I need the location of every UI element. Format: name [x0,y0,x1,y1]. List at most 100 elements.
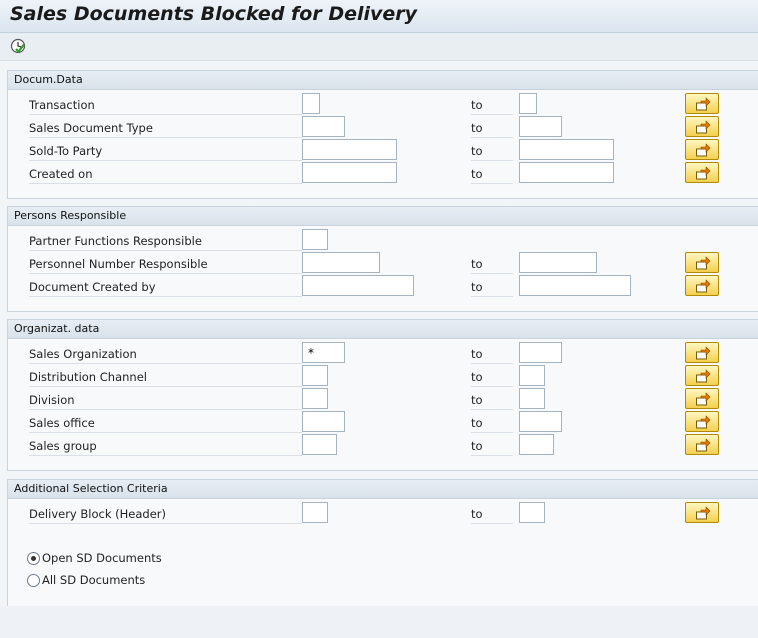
personnel-number-from-input[interactable] [302,252,380,273]
field-label: Transaction [29,96,302,115]
multiple-selection-button[interactable] [685,252,719,273]
sales-group-from-input[interactable] [302,434,337,455]
execute-clock-icon [10,38,26,54]
multiple-selection-arrow-icon [696,256,711,270]
multiple-selection-arrow-icon [696,369,711,383]
multiple-selection-button[interactable] [685,162,719,183]
radio-label: Open SD Documents [42,551,162,565]
sold-to-party-from-input[interactable] [302,139,397,160]
row-transaction: Transaction to [8,93,758,115]
sales-organization-to-input[interactable] [519,342,562,363]
to-label: to [471,142,513,161]
multiple-selection-button[interactable] [685,365,719,386]
multiple-selection-button[interactable] [685,93,719,114]
sales-document-type-from-input[interactable] [302,116,345,137]
field-label: Personnel Number Responsible [29,255,302,274]
sales-document-type-to-input[interactable] [519,116,562,137]
multiple-selection-button[interactable] [685,342,719,363]
distribution-channel-from-input[interactable] [302,365,328,386]
multiple-selection-button[interactable] [685,275,719,296]
division-to-input[interactable] [519,388,545,409]
group-header: Persons Responsible [8,207,758,226]
application-toolbar [0,33,758,61]
field-label: Distribution Channel [29,368,302,387]
row-delivery-block: Delivery Block (Header) to [8,502,758,524]
personnel-number-to-input[interactable] [519,252,597,273]
to-label: to [471,391,513,410]
to-label: to [471,119,513,138]
radio-label: All SD Documents [42,573,146,587]
multiple-selection-arrow-icon [696,438,711,452]
delivery-block-from-input[interactable] [302,502,328,523]
multiple-selection-button[interactable] [685,388,719,409]
row-personnel-number: Personnel Number Responsible to [8,252,758,274]
multiple-selection-button[interactable] [685,434,719,455]
multiple-selection-arrow-icon [696,346,711,360]
row-division: Division to [8,388,758,410]
group-persons-responsible: Persons Responsible Partner Functions Re… [7,206,758,312]
row-sales-organization: Sales Organization to [8,342,758,364]
multiple-selection-arrow-icon [696,120,711,134]
to-label: to [471,278,513,297]
multiple-selection-arrow-icon [696,166,711,180]
row-document-created-by: Document Created by to [8,275,758,297]
row-sold-to-party: Sold-To Party to [8,139,758,161]
multiple-selection-button[interactable] [685,139,719,160]
sales-group-to-input[interactable] [519,434,554,455]
division-from-input[interactable] [302,388,328,409]
transaction-from-input[interactable] [302,93,320,114]
document-created-by-to-input[interactable] [519,275,631,296]
page-title: Sales Documents Blocked for Delivery [10,3,418,25]
group-additional-selection: Additional Selection Criteria Delivery B… [7,479,758,607]
execute-button[interactable] [10,38,26,54]
created-on-to-input[interactable] [519,162,614,183]
sales-organization-from-input[interactable] [302,342,345,363]
multiple-selection-button[interactable] [685,502,719,523]
row-partner-functions: Partner Functions Responsible [8,229,758,251]
sales-office-from-input[interactable] [302,411,345,432]
group-header: Docum.Data [8,71,758,90]
multiple-selection-arrow-icon [696,415,711,429]
row-distribution-channel: Distribution Channel to [8,365,758,387]
field-label: Division [29,391,302,410]
field-label: Sales office [29,414,302,433]
radio-button-selected[interactable] [27,552,40,565]
distribution-channel-to-input[interactable] [519,365,545,386]
group-docum-data: Docum.Data Transaction to Sales Document… [7,70,758,199]
to-label: to [471,368,513,387]
group-header: Additional Selection Criteria [8,480,758,499]
field-label: Sales group [29,437,302,456]
multiple-selection-arrow-icon [696,279,711,293]
multiple-selection-button[interactable] [685,116,719,137]
multiple-selection-arrow-icon [696,392,711,406]
to-label: to [471,345,513,364]
multiple-selection-button[interactable] [685,411,719,432]
multiple-selection-arrow-icon [696,143,711,157]
title-bar: Sales Documents Blocked for Delivery [0,0,758,33]
to-label: to [471,165,513,184]
partner-functions-input[interactable] [302,229,328,250]
radio-button[interactable] [27,574,40,587]
multiple-selection-arrow-icon [696,97,711,111]
field-label: Delivery Block (Header) [29,505,302,524]
field-label: Sales Organization [29,345,302,364]
sold-to-party-to-input[interactable] [519,139,614,160]
created-on-from-input[interactable] [302,162,397,183]
field-label: Document Created by [29,278,302,297]
row-sales-group: Sales group to [8,434,758,456]
sales-office-to-input[interactable] [519,411,562,432]
footer-area [0,606,758,638]
to-label: to [471,414,513,433]
to-label: to [471,96,513,115]
group-header: Organizat. data [8,320,758,339]
row-sales-office: Sales office to [8,411,758,433]
to-label: to [471,505,513,524]
document-created-by-from-input[interactable] [302,275,414,296]
field-label: Partner Functions Responsible [29,232,302,251]
multiple-selection-arrow-icon [696,506,711,520]
field-label: Sales Document Type [29,119,302,138]
transaction-to-input[interactable] [519,93,537,114]
to-label: to [471,255,513,274]
field-label: Sold-To Party [29,142,302,161]
delivery-block-to-input[interactable] [519,502,545,523]
